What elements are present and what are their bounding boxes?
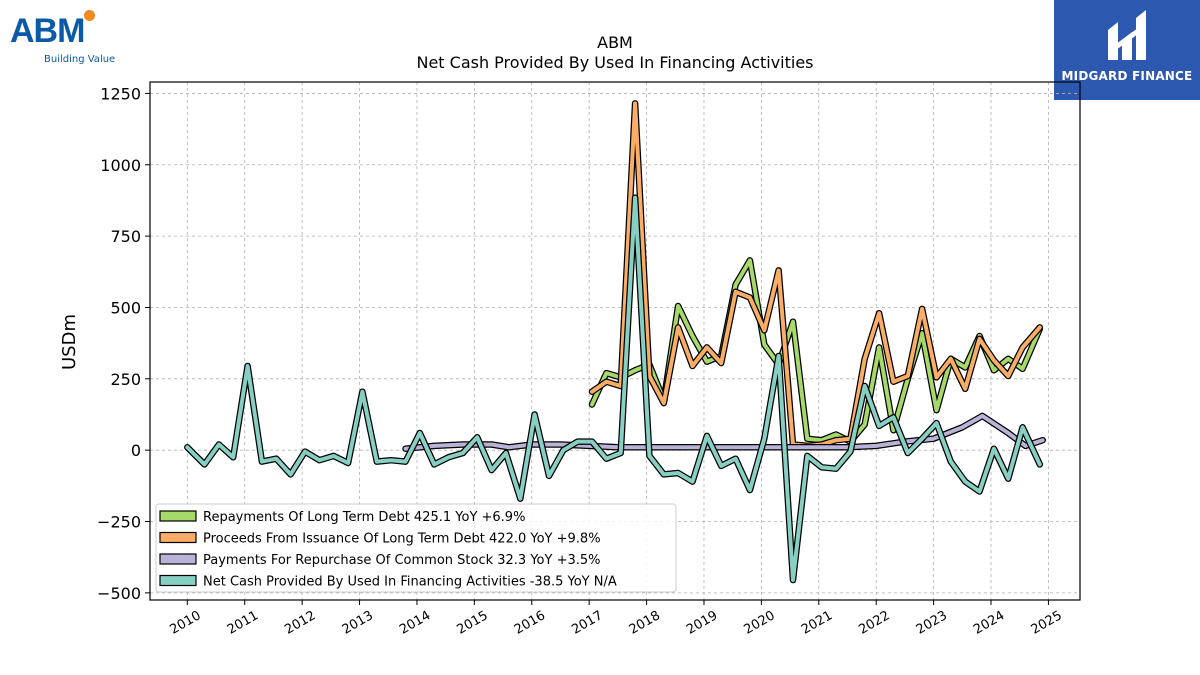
legend-label: Net Cash Provided By Used In Financing A… bbox=[203, 575, 617, 590]
x-tick-label: 2010 bbox=[167, 608, 203, 638]
x-tick-label: 2013 bbox=[340, 608, 376, 638]
abm-logo: ABM Building Value bbox=[4, 4, 116, 65]
abm-logo-wordmark: ABM bbox=[10, 12, 85, 50]
legend-swatch bbox=[159, 531, 197, 544]
legend-label: Repayments Of Long Term Debt 425.1 YoY +… bbox=[203, 510, 525, 525]
y-tick-label: 750 bbox=[110, 227, 141, 246]
series-line bbox=[588, 100, 1044, 450]
y-tick-label: 1250 bbox=[100, 84, 141, 103]
y-axis-ticks: −500 −250 0 250 500 750 1000 1250 bbox=[97, 84, 150, 603]
x-tick-label: 2023 bbox=[914, 608, 950, 638]
legend-box bbox=[155, 503, 677, 593]
x-tick-label: 2012 bbox=[282, 608, 318, 638]
x-tick-label: 2021 bbox=[799, 608, 835, 638]
y-tick-label: 1000 bbox=[100, 156, 141, 175]
y-tick-label: 500 bbox=[110, 298, 141, 317]
legend-swatch bbox=[159, 510, 197, 522]
legend-swatch bbox=[159, 553, 197, 565]
y-axis-label: USDm bbox=[59, 314, 80, 370]
x-tick-label: 2017 bbox=[569, 608, 605, 638]
chart-title: ABM bbox=[597, 33, 633, 52]
x-tick-label: 2014 bbox=[397, 608, 433, 638]
series-line bbox=[588, 257, 1044, 445]
x-tick-label: 2018 bbox=[627, 608, 663, 638]
series-line-stroke bbox=[403, 413, 1045, 451]
x-tick-label: 2022 bbox=[856, 608, 892, 638]
y-tick-label: 250 bbox=[110, 370, 141, 389]
legend-label: Proceeds From Issuance Of Long Term Debt… bbox=[203, 532, 601, 547]
y-tick-label: −500 bbox=[97, 584, 141, 603]
abm-logo-dot-icon bbox=[84, 10, 95, 21]
legend: Repayments Of Long Term Debt 425.1 YoY +… bbox=[155, 503, 677, 593]
x-tick-label: 2015 bbox=[455, 608, 491, 638]
series-layer bbox=[184, 100, 1046, 584]
midgard-finance-name: MIDGARD FINANCE bbox=[1061, 69, 1193, 83]
y-tick-label: 0 bbox=[131, 441, 141, 460]
midgard-finance-logo: MIDGARD FINANCE bbox=[1054, 0, 1200, 100]
abm-logo-tagline: Building Value bbox=[44, 54, 116, 65]
x-tick-label: 2025 bbox=[1029, 608, 1065, 638]
x-tick-label: 2011 bbox=[225, 608, 261, 638]
series-line-stroke bbox=[590, 258, 1042, 444]
series-line-stroke bbox=[185, 195, 1042, 582]
legend-label: Payments For Repurchase Of Common Stock … bbox=[203, 553, 601, 568]
x-tick-label: 2020 bbox=[742, 608, 778, 638]
x-tick-label: 2024 bbox=[971, 608, 1007, 638]
midgard-monogram-icon bbox=[1108, 10, 1146, 60]
chart-subtitle: Net Cash Provided By Used In Financing A… bbox=[416, 53, 813, 72]
series-line bbox=[184, 194, 1044, 584]
x-axis-ticks: 2010 2011 2012 2013 2014 2015 2016 2017 2018 2019… bbox=[167, 600, 1065, 638]
x-tick-label: 2019 bbox=[684, 608, 720, 638]
series-line-stroke bbox=[590, 101, 1042, 448]
x-tick-label: 2016 bbox=[512, 608, 548, 638]
plot-frame bbox=[149, 81, 1081, 601]
y-tick-label: −250 bbox=[97, 513, 141, 532]
legend-swatch bbox=[159, 574, 197, 587]
series-line bbox=[402, 412, 1046, 452]
